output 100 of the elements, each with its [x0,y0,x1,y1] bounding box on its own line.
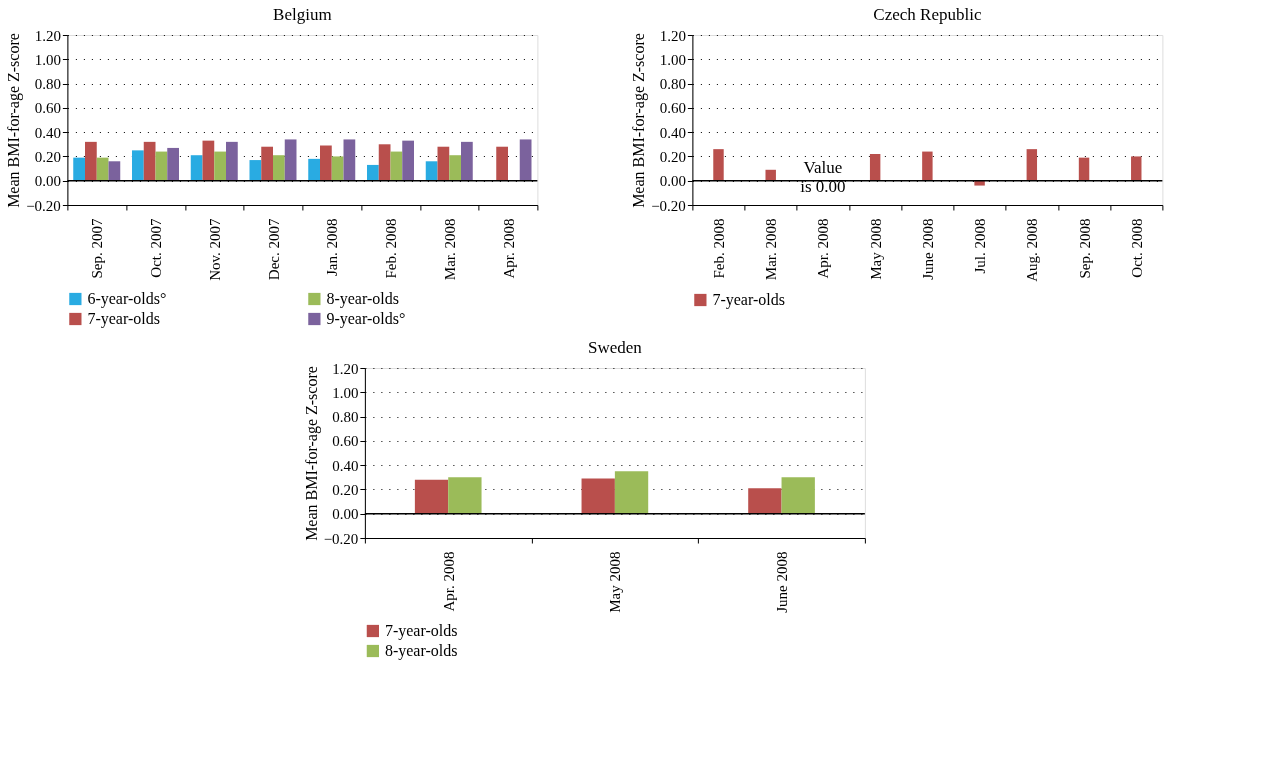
y-tick-label: 0.00 [332,506,359,523]
bar [1078,157,1090,181]
bar [414,479,449,514]
y-tick-label: 0.20 [34,148,61,165]
y-axis-title: Mean BMI-for-age Z-score [302,366,321,541]
y-tick-label: 1.00 [332,384,359,401]
y-tick-label: 0.40 [332,457,359,474]
bar [449,155,461,181]
chart-title: Belgium [273,5,332,24]
bar [461,141,473,181]
chart-title: Sweden [587,338,643,357]
bar [284,139,297,181]
x-tick-label: June 2008 [774,551,791,613]
bar [922,151,933,181]
bar [437,146,450,181]
bar [155,151,168,181]
x-tick-label: Apr. 2008 [815,218,832,279]
bar [73,157,85,181]
legend-label: 8-year-olds [384,642,458,660]
bar [143,141,156,181]
legend-label: 7-year-olds [712,291,785,309]
x-tick-label: June 2008 [919,218,936,280]
bar [308,158,320,181]
bar [331,156,344,181]
bar [96,157,109,181]
bar [390,151,403,181]
y-tick-label: 0.80 [659,76,686,93]
bar [343,139,356,181]
x-tick-label: Oct. 2008 [1128,218,1145,278]
x-tick-label: Jul. 2008 [972,218,989,274]
x-tick-label: May 2008 [867,218,884,280]
y-tick-label: 0.60 [659,100,686,117]
bar [132,150,144,181]
bar [581,478,615,514]
x-tick-label: Jan. 2008 [324,218,341,276]
y-axis-title: Mean BMI-for-age Z-score [630,33,649,208]
y-tick-label: 1.20 [34,27,61,44]
bar [367,164,379,181]
y-tick-label: −0.20 [651,197,686,214]
legend-label: 8-year-olds [326,290,399,308]
x-tick-label: Apr. 2008 [440,551,457,612]
bar [519,139,532,181]
bar [108,161,121,181]
x-tick-label: Feb. 2008 [710,218,727,279]
y-tick-label: 0.20 [659,148,686,165]
x-tick-label: Feb. 2008 [383,218,399,279]
x-tick-label: Oct. 2007 [148,218,164,278]
bar [214,151,226,181]
bar [378,144,391,181]
y-tick-label: −0.20 [323,530,359,547]
y-tick-label: −0.20 [26,197,61,214]
bar [402,140,414,181]
bar [425,161,438,181]
y-tick-label: 0.60 [332,433,359,450]
y-tick-label: 0.40 [659,124,686,141]
y-tick-label: 1.00 [659,51,686,68]
x-tick-label: Nov. 2007 [206,218,223,281]
legend-label: 7-year-olds [87,310,160,328]
y-tick-label: 1.20 [332,360,359,377]
x-tick-label: Apr. 2008 [500,218,517,279]
y-tick-label: 0.00 [659,173,686,190]
bar [226,141,238,181]
bar [713,149,724,181]
x-tick-label: May 2008 [607,551,624,613]
bar [261,146,273,181]
y-tick-label: 0.80 [34,76,61,93]
x-tick-label: Mar. 2008 [763,218,780,281]
y-tick-label: 0.40 [34,124,61,141]
legend-label: 9-year-olds° [326,310,406,328]
bar [85,141,97,181]
x-tick-label: Aug. 2008 [1024,218,1041,282]
annotation: Value is 0.00 [800,157,846,196]
y-tick-label: 0.20 [332,481,359,498]
bar [869,154,881,181]
bar [249,160,262,181]
bar [1026,149,1038,181]
bar [202,140,215,181]
bar [448,477,482,514]
y-tick-label: 1.00 [34,51,61,68]
bar [190,155,203,181]
y-tick-label: 0.60 [34,100,61,117]
bar [748,488,782,514]
legend-label: 7-year-olds [384,622,458,640]
x-tick-label: Mar. 2008 [441,218,458,281]
bar [1131,156,1142,181]
x-tick-label: Dec. 2007 [265,218,282,281]
y-axis-title: Mean BMI-for-age Z-score [5,33,24,208]
legend-label: 6-year-olds° [87,290,167,308]
chart-title: Czech Republic [873,5,982,24]
bar [167,147,179,181]
bar [320,145,332,181]
bar [273,155,285,181]
bar [974,180,985,186]
bar [765,169,776,181]
x-tick-label: Sep. 2008 [1076,218,1093,279]
bar [781,477,815,514]
y-tick-label: 0.80 [332,409,359,426]
bar [614,471,649,514]
bar [496,146,508,181]
y-tick-label: 1.20 [659,27,686,44]
